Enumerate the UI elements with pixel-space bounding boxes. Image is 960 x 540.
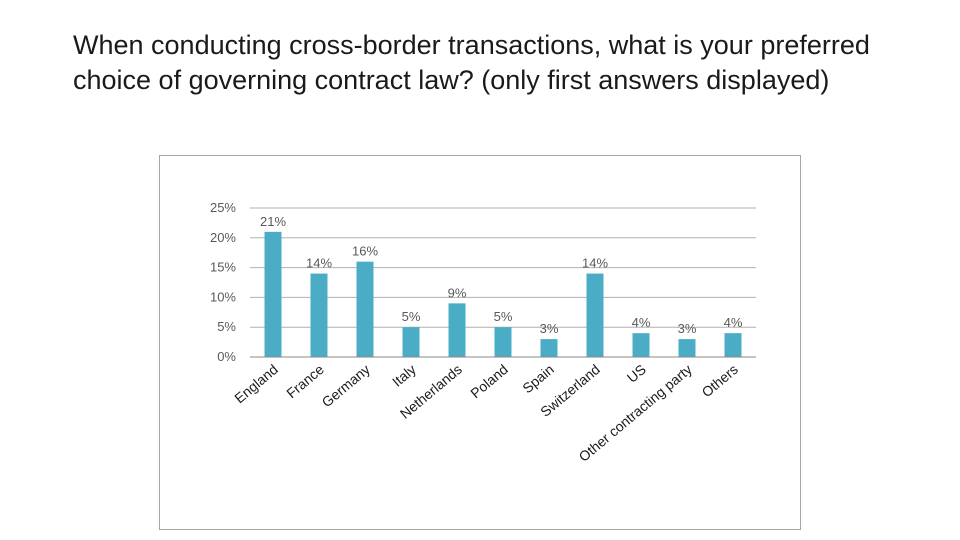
- y-axis-tick-labels: 0% 5% 10% 15% 20% 25%: [210, 200, 236, 364]
- data-label: 3%: [540, 321, 559, 336]
- chart-frame: 0% 5% 10% 15% 20% 25% 21% 14% 16% 5% 9% 5% 3% 14% 4% 3…: [159, 155, 801, 530]
- data-label: 14%: [306, 256, 332, 271]
- data-label: 16%: [352, 244, 378, 259]
- x-category-label: Others: [698, 361, 740, 400]
- bar: [448, 303, 466, 357]
- slide-title: When conducting cross-border transaction…: [73, 30, 870, 95]
- bar: [356, 261, 374, 357]
- bar: [402, 327, 420, 357]
- bar: [540, 339, 558, 357]
- data-label: 21%: [260, 214, 286, 229]
- y-tick-label: 0%: [217, 349, 236, 364]
- x-category-label: Poland: [467, 361, 511, 401]
- x-category-label: Spain: [519, 361, 557, 396]
- y-tick-label: 10%: [210, 289, 236, 304]
- bar: [586, 273, 604, 357]
- y-tick-label: 15%: [210, 260, 236, 275]
- data-labels: 21% 14% 16% 5% 9% 5% 3% 14% 4% 3% 4%: [260, 214, 743, 336]
- data-label: 5%: [494, 309, 513, 324]
- x-category-label: US: [624, 361, 649, 386]
- data-label: 3%: [678, 321, 697, 336]
- y-tick-label: 25%: [210, 200, 236, 215]
- bar: [724, 333, 742, 357]
- bar: [678, 339, 696, 357]
- x-category-label: Italy: [389, 361, 419, 390]
- x-category-label: England: [231, 361, 281, 406]
- bar: [264, 231, 282, 357]
- data-label: 4%: [632, 315, 651, 330]
- data-label: 14%: [582, 256, 608, 271]
- bars: [264, 231, 742, 357]
- x-category-label: Germany: [319, 361, 373, 410]
- gridlines: [250, 207, 756, 328]
- bar-chart: 0% 5% 10% 15% 20% 25% 21% 14% 16% 5% 9% 5% 3% 14% 4% 3…: [210, 200, 756, 465]
- bar: [632, 333, 650, 357]
- bar: [494, 327, 512, 357]
- data-label: 9%: [448, 285, 467, 300]
- data-label: 5%: [402, 309, 421, 324]
- y-tick-label: 20%: [210, 230, 236, 245]
- y-tick-label: 5%: [217, 319, 236, 334]
- bar: [310, 273, 328, 357]
- data-label: 4%: [724, 315, 743, 330]
